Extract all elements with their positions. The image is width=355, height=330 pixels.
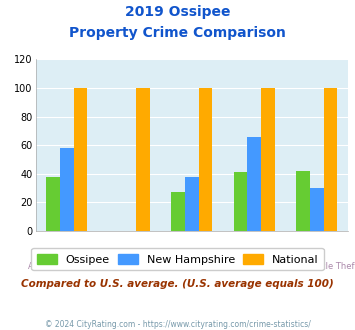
Bar xyxy=(198,88,212,231)
Bar xyxy=(136,88,150,231)
Bar xyxy=(73,88,87,231)
Bar xyxy=(234,172,247,231)
Text: Property Crime Comparison: Property Crime Comparison xyxy=(69,26,286,40)
Text: Motor Vehicle Theft: Motor Vehicle Theft xyxy=(276,262,355,271)
Bar xyxy=(171,192,185,231)
Bar xyxy=(296,171,310,231)
Text: All Property Crime: All Property Crime xyxy=(28,262,105,271)
Text: 2019 Ossipee: 2019 Ossipee xyxy=(125,5,230,19)
Legend: Ossipee, New Hampshire, National: Ossipee, New Hampshire, National xyxy=(31,248,324,270)
Bar xyxy=(261,88,275,231)
Text: Larceny & Theft: Larceny & Theft xyxy=(221,248,288,257)
Text: Arson: Arson xyxy=(117,248,141,257)
Bar xyxy=(185,177,198,231)
Bar xyxy=(46,177,60,231)
Bar xyxy=(323,88,337,231)
Bar xyxy=(60,148,73,231)
Text: Burglary: Burglary xyxy=(174,262,210,271)
Text: © 2024 CityRating.com - https://www.cityrating.com/crime-statistics/: © 2024 CityRating.com - https://www.city… xyxy=(45,320,310,329)
Bar xyxy=(247,137,261,231)
Text: Compared to U.S. average. (U.S. average equals 100): Compared to U.S. average. (U.S. average … xyxy=(21,279,334,289)
Bar xyxy=(310,188,323,231)
